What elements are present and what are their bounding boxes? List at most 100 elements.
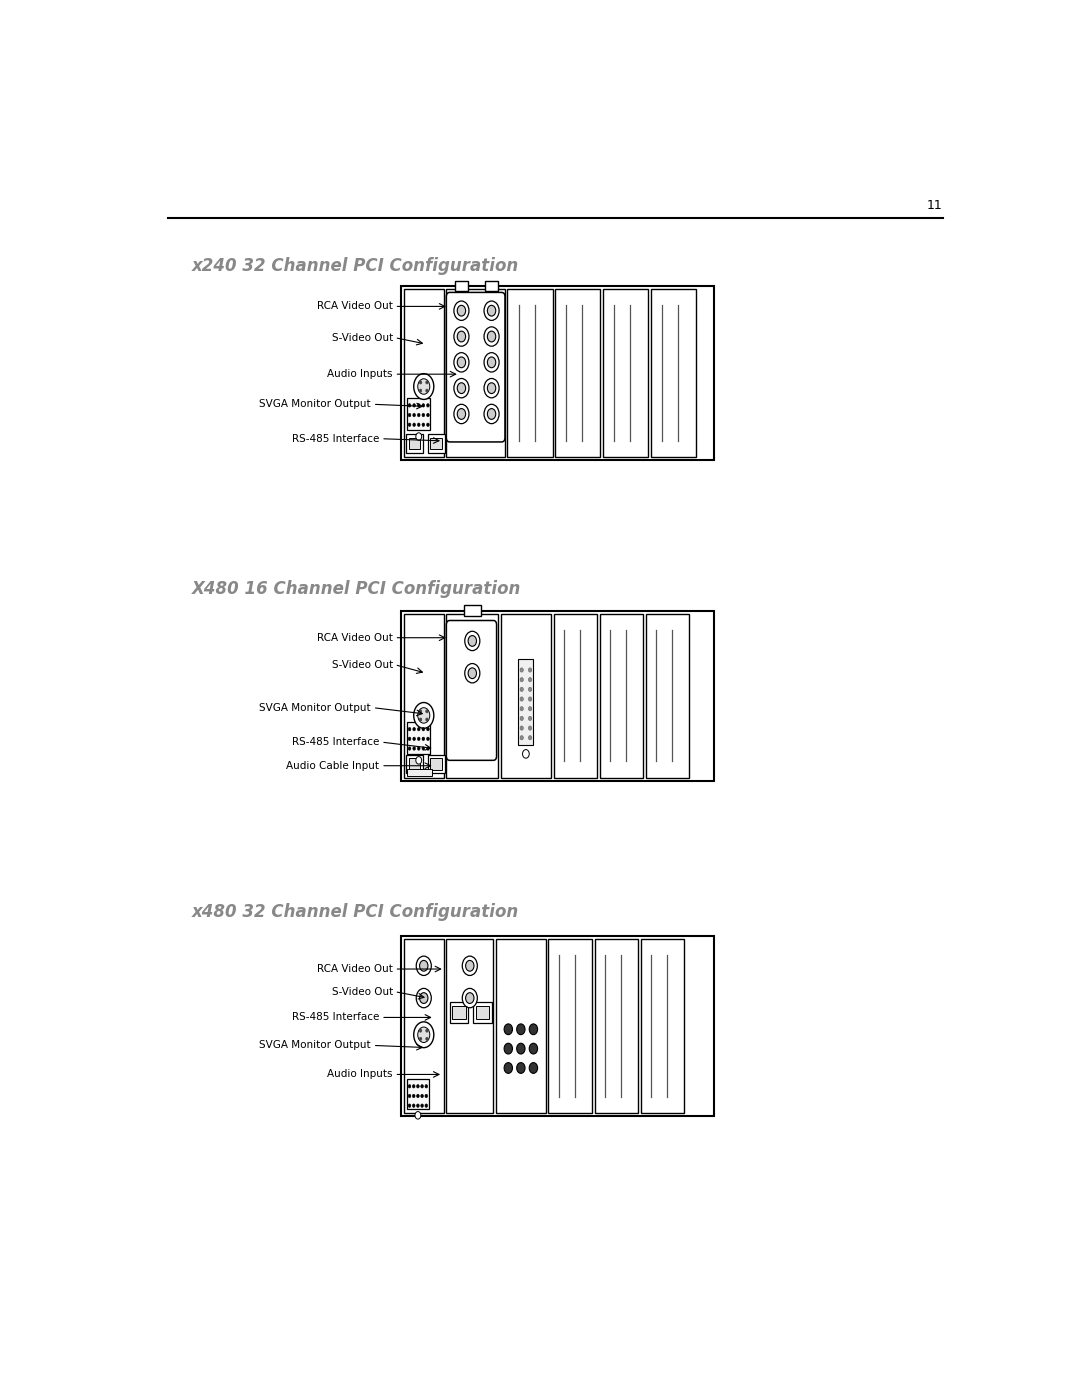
Text: RS-485 Interface: RS-485 Interface [292, 738, 379, 747]
Bar [455, 281, 468, 292]
Circle shape [417, 404, 420, 407]
Circle shape [521, 668, 524, 672]
Circle shape [421, 1084, 423, 1088]
Circle shape [419, 390, 422, 393]
Bar [406, 434, 423, 453]
Circle shape [426, 718, 428, 721]
Bar [464, 605, 481, 616]
Circle shape [523, 750, 529, 759]
Circle shape [422, 738, 424, 740]
Circle shape [422, 728, 424, 731]
Circle shape [418, 708, 430, 724]
Circle shape [529, 1063, 538, 1073]
Text: x480 32 Channel PCI Configuration: x480 32 Channel PCI Configuration [192, 902, 519, 921]
Circle shape [465, 993, 474, 1003]
Text: RS-485 Interface: RS-485 Interface [292, 1013, 379, 1023]
Circle shape [416, 956, 431, 975]
Circle shape [528, 678, 531, 682]
Bar [408, 759, 420, 770]
Circle shape [462, 989, 477, 1007]
Circle shape [468, 668, 476, 679]
Circle shape [419, 1038, 422, 1041]
Circle shape [408, 414, 410, 416]
Circle shape [487, 358, 496, 367]
Circle shape [415, 1112, 421, 1119]
Bar [446, 939, 494, 1113]
Circle shape [413, 1084, 415, 1088]
Circle shape [427, 738, 429, 740]
Circle shape [427, 747, 429, 750]
Circle shape [413, 1094, 415, 1098]
Circle shape [521, 687, 524, 692]
Circle shape [454, 379, 469, 398]
Bar [431, 437, 442, 450]
Circle shape [504, 1024, 513, 1035]
Circle shape [413, 404, 416, 407]
Text: RS-485 Interface: RS-485 Interface [292, 433, 379, 444]
Circle shape [408, 738, 410, 740]
Circle shape [529, 1024, 538, 1035]
Circle shape [413, 728, 416, 731]
Circle shape [529, 1044, 538, 1053]
Circle shape [468, 636, 476, 647]
Circle shape [416, 989, 431, 1007]
Circle shape [521, 678, 524, 682]
Circle shape [413, 423, 416, 426]
Circle shape [420, 960, 428, 971]
Circle shape [413, 747, 416, 750]
Circle shape [416, 433, 421, 440]
Bar [475, 1006, 489, 1020]
Circle shape [464, 664, 480, 683]
Circle shape [417, 1084, 419, 1088]
Bar [549, 939, 592, 1113]
Circle shape [426, 710, 428, 712]
Circle shape [457, 331, 465, 342]
Text: Audio Inputs: Audio Inputs [327, 369, 393, 379]
Bar [407, 722, 431, 754]
Circle shape [417, 414, 420, 416]
Circle shape [419, 381, 422, 384]
Text: RCA Video Out: RCA Video Out [316, 633, 393, 643]
Circle shape [408, 1104, 410, 1108]
Circle shape [457, 306, 465, 316]
Circle shape [484, 300, 499, 320]
Text: RCA Video Out: RCA Video Out [316, 302, 393, 312]
Circle shape [457, 408, 465, 419]
Circle shape [528, 668, 531, 672]
Circle shape [422, 414, 424, 416]
Circle shape [516, 1024, 525, 1035]
Text: X480 16 Channel PCI Configuration: X480 16 Channel PCI Configuration [192, 580, 522, 598]
Bar [453, 1006, 465, 1020]
Circle shape [504, 1044, 513, 1053]
Bar [508, 289, 553, 457]
Circle shape [487, 331, 496, 342]
Circle shape [457, 383, 465, 394]
FancyBboxPatch shape [446, 620, 497, 760]
Circle shape [528, 726, 531, 731]
Circle shape [521, 726, 524, 731]
Circle shape [504, 1063, 513, 1073]
Bar [485, 281, 498, 292]
Circle shape [516, 1044, 525, 1053]
Circle shape [487, 408, 496, 419]
Circle shape [427, 423, 429, 426]
Circle shape [528, 717, 531, 721]
Circle shape [427, 404, 429, 407]
Circle shape [422, 404, 424, 407]
Bar [406, 754, 423, 774]
Circle shape [421, 1094, 423, 1098]
Bar [555, 289, 600, 457]
Circle shape [516, 1063, 525, 1073]
Bar [404, 615, 444, 778]
Circle shape [454, 404, 469, 423]
Bar [446, 289, 505, 457]
Circle shape [424, 1084, 428, 1088]
Circle shape [414, 703, 434, 728]
Bar [594, 939, 638, 1113]
Circle shape [417, 747, 420, 750]
Circle shape [408, 747, 410, 750]
Circle shape [528, 707, 531, 711]
Text: 11: 11 [927, 200, 943, 212]
Bar [599, 615, 643, 778]
Circle shape [420, 993, 428, 1003]
